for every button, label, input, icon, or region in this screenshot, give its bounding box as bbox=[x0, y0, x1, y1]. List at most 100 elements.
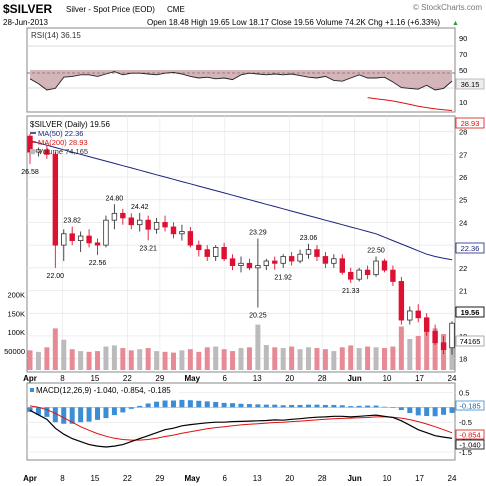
volume-tick: 150K bbox=[7, 309, 25, 318]
volume-bar bbox=[255, 324, 261, 370]
candle-body bbox=[280, 256, 286, 264]
right-tags: 28.93 22.36 19.56 74165 bbox=[455, 117, 485, 347]
macd-hist-bar bbox=[44, 407, 50, 417]
volume-bar bbox=[95, 351, 101, 370]
x-tick-label: Jun bbox=[347, 374, 361, 383]
macd-hist-bar bbox=[314, 404, 320, 408]
legend-ma50: MA(50) 22.36 bbox=[38, 129, 83, 138]
ma50-line bbox=[29, 140, 453, 261]
macd-hist-bar bbox=[187, 400, 193, 408]
volume-bar bbox=[339, 347, 345, 370]
volume-bar bbox=[415, 335, 421, 370]
volume-bar bbox=[103, 346, 109, 370]
candle-body bbox=[432, 331, 438, 344]
macd-hist-bar bbox=[331, 404, 337, 408]
candle-body bbox=[162, 222, 168, 228]
price-tick: 22 bbox=[459, 264, 467, 273]
volume-bar bbox=[128, 350, 134, 370]
volume-bar bbox=[204, 347, 210, 370]
volume-tick: 50000 bbox=[4, 347, 25, 356]
price-annotation: 22.56 bbox=[89, 260, 107, 267]
macd-hist-bar bbox=[238, 403, 244, 408]
macd-hist-bar bbox=[196, 400, 202, 408]
candle-body bbox=[314, 249, 320, 257]
price-tick: 28 bbox=[459, 128, 467, 137]
price-tick: 26 bbox=[459, 173, 467, 182]
candle-body bbox=[263, 260, 270, 266]
macd-hist-bar bbox=[441, 407, 447, 415]
price-annotation: 24.42 bbox=[131, 204, 149, 211]
price-annotation: 22.00 bbox=[47, 273, 65, 280]
candle-body bbox=[246, 262, 253, 269]
macd-signal-tag bbox=[455, 429, 485, 440]
price-annotation: 21.33 bbox=[342, 288, 360, 295]
macd-hist-bar bbox=[289, 404, 295, 408]
volume-bar bbox=[263, 345, 269, 370]
macd-hist-bar bbox=[145, 403, 151, 408]
volume-bar bbox=[221, 349, 227, 370]
macd-hist-bar bbox=[297, 404, 303, 408]
candle-body bbox=[381, 260, 388, 271]
volume-axis: 200K 150K 100K 50000 bbox=[4, 290, 25, 356]
chart-quote: Open 18.48 High 19.65 Low 18.17 Close 19… bbox=[147, 18, 440, 27]
candle-body bbox=[128, 217, 134, 226]
macd-hist-bar bbox=[398, 407, 404, 411]
macd-hist-bar bbox=[390, 407, 396, 408]
macd-label: MACD(12,26,9) -1.040, -0.854, -0.185 bbox=[36, 386, 171, 395]
x-tick-label: 6 bbox=[223, 474, 228, 483]
volume-bar bbox=[196, 351, 202, 370]
legend-volume: Volume 74,165 bbox=[38, 147, 88, 156]
chart-instrument-name: Silver - Spot Price (EOD) bbox=[66, 5, 155, 14]
candle-body bbox=[440, 342, 447, 350]
volume-bar bbox=[52, 328, 58, 370]
x-tick-label: 29 bbox=[155, 374, 164, 383]
candle-body bbox=[35, 149, 42, 153]
rsi-last-tag bbox=[455, 78, 485, 90]
volume-bar bbox=[213, 346, 219, 370]
candle-body bbox=[179, 231, 185, 235]
volume-bar bbox=[356, 348, 362, 370]
candle-body bbox=[111, 212, 118, 221]
volume-bar bbox=[390, 346, 396, 370]
candle-body bbox=[238, 262, 244, 266]
candle-body bbox=[103, 219, 109, 246]
candle-body bbox=[356, 269, 362, 280]
legend-ma200: MA(200) 28.93 bbox=[38, 138, 88, 147]
x-tick-label: 15 bbox=[90, 374, 99, 383]
volume-bar bbox=[424, 330, 430, 370]
rsi-tick: 90 bbox=[459, 34, 467, 43]
macd-hist-bar bbox=[255, 404, 261, 408]
price-annotation: 22.50 bbox=[367, 247, 385, 254]
x-tick-label: 24 bbox=[448, 374, 457, 383]
macd-hist-bar bbox=[154, 401, 160, 408]
volume-bar bbox=[280, 348, 286, 370]
candle-body bbox=[423, 317, 430, 332]
price-legend: $SILVER (Daily) 19.56 MA(50) 22.36 MA(20… bbox=[30, 120, 110, 156]
macd-hist-bar bbox=[86, 407, 92, 422]
x-tick-label: 22 bbox=[123, 374, 132, 383]
candle-body bbox=[373, 260, 379, 276]
volume-bars bbox=[27, 324, 455, 370]
volume-bar bbox=[27, 350, 33, 370]
x-tick-label: 24 bbox=[448, 474, 457, 483]
candle-body bbox=[145, 219, 151, 230]
macd-hist-tag-text: -0.185 bbox=[459, 402, 480, 411]
x-tick-label: 13 bbox=[253, 474, 262, 483]
macd-hist-bar bbox=[339, 405, 345, 408]
macd-tick: 0.5 bbox=[459, 388, 469, 397]
rsi-fill bbox=[30, 70, 452, 90]
volume-bar bbox=[170, 352, 176, 370]
macd-hist-bar bbox=[103, 407, 109, 419]
volume-bar bbox=[137, 349, 143, 370]
volume-bar bbox=[78, 351, 84, 370]
x-tick-label: 10 bbox=[383, 474, 392, 483]
macd-histogram bbox=[27, 399, 455, 424]
x-axis-bottom: Apr 8 15 22 29 May 6 13 20 28 Jun 10 17 24 bbox=[23, 474, 457, 483]
macd-hist-bar bbox=[424, 407, 430, 416]
x-tick-label: 28 bbox=[318, 474, 327, 483]
price-annotation: 21.92 bbox=[274, 275, 292, 282]
volume-bar bbox=[44, 347, 50, 370]
volume-bar bbox=[238, 348, 244, 370]
ma50-tag bbox=[455, 242, 485, 254]
macd-hist-bar bbox=[373, 405, 379, 408]
